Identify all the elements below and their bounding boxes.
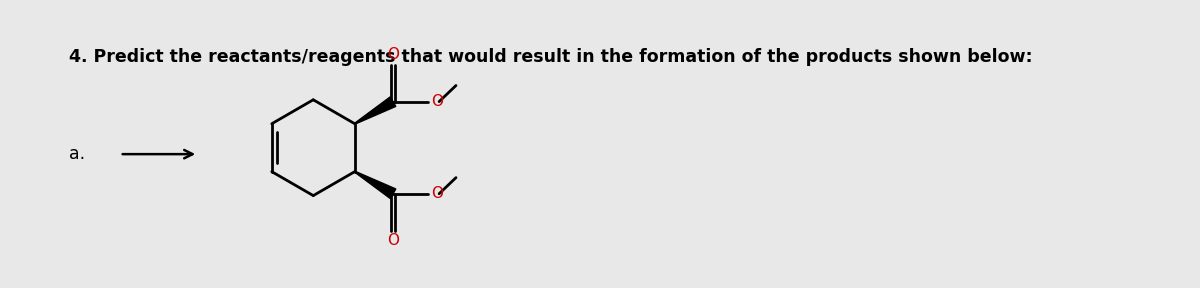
Polygon shape (354, 97, 396, 124)
Text: O: O (431, 186, 443, 201)
Text: a.: a. (70, 145, 85, 163)
Polygon shape (354, 171, 396, 198)
Text: O: O (388, 47, 400, 62)
Text: O: O (388, 233, 400, 248)
Text: O: O (431, 94, 443, 109)
Text: 4. Predict the reactants/reagents that would result in the formation of the prod: 4. Predict the reactants/reagents that w… (70, 48, 1033, 66)
